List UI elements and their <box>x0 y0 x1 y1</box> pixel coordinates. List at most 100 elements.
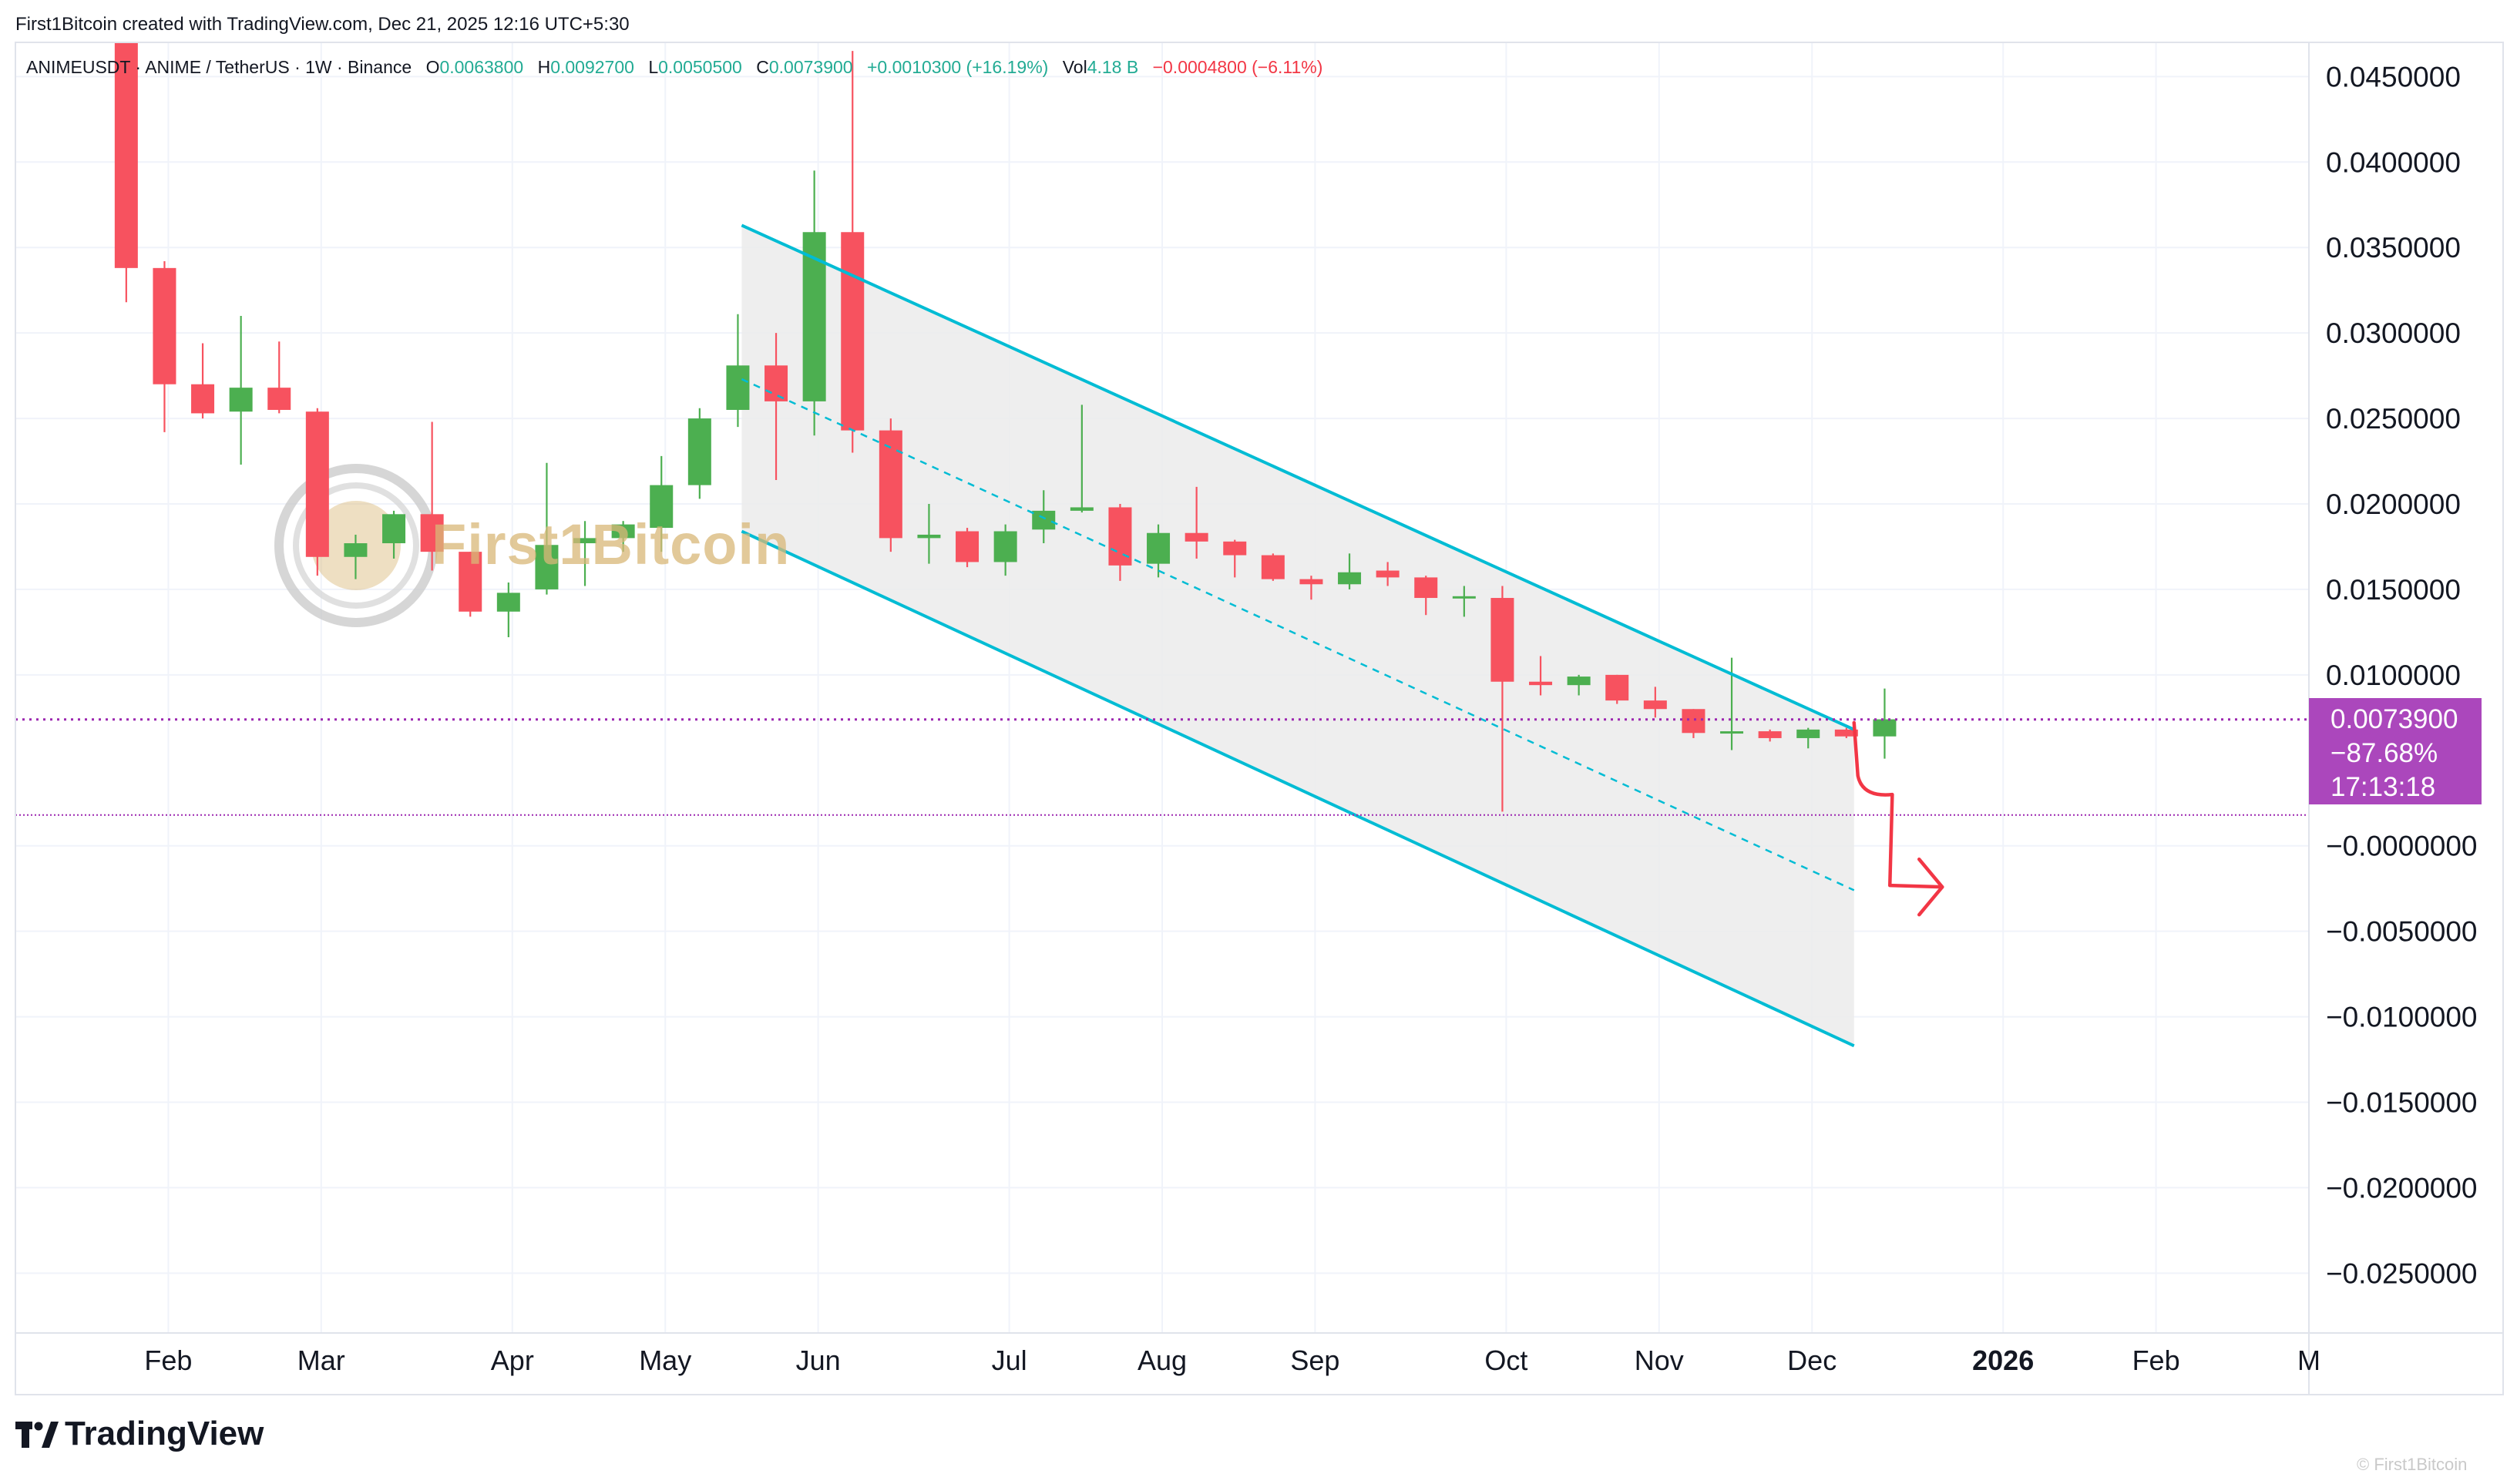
low-label: L <box>648 57 659 77</box>
candle-body <box>229 388 253 412</box>
candle-2 <box>191 343 215 419</box>
candle-body <box>153 267 176 384</box>
candle-16 <box>726 314 750 428</box>
channel-fill <box>741 225 1854 1046</box>
time-tick-label: Jul <box>992 1345 1027 1376</box>
time-tick-label: Apr <box>491 1345 534 1376</box>
chart-credit: First1Bitcoin created with TradingView.c… <box>15 14 630 35</box>
candle-34 <box>1414 576 1438 616</box>
candle-body <box>1643 700 1667 710</box>
candle-43 <box>1758 729 1782 742</box>
candle-28 <box>1185 486 1208 559</box>
volume-change: −0.0004800 (−6.11%) <box>1152 57 1323 77</box>
high-label: H <box>537 57 551 77</box>
candle-33 <box>1376 562 1400 586</box>
candle-20 <box>879 418 902 552</box>
candle-31 <box>1299 576 1323 600</box>
candle-body <box>1682 709 1705 734</box>
candle-1 <box>153 260 176 432</box>
candle-9 <box>459 552 482 617</box>
price-badge-countdown: 17:13:18 <box>2330 772 2436 802</box>
candle-body <box>420 514 444 552</box>
candle-39 <box>1605 674 1629 704</box>
candle-body <box>1032 510 1056 530</box>
candle-30 <box>1261 553 1285 581</box>
candle-body <box>305 411 329 557</box>
time-tick-label: Oct <box>1484 1345 1527 1376</box>
candle-3 <box>229 315 253 465</box>
candle-46 <box>1873 688 1897 759</box>
candle-27 <box>1147 524 1171 578</box>
price-tick-label: 0.0200000 <box>2326 489 2461 520</box>
chart-frame <box>15 42 2504 1395</box>
tradingview-logo[interactable]: TradingView <box>15 1415 264 1456</box>
price-tick-label: 0.0100000 <box>2326 660 2461 691</box>
candle-45 <box>1834 727 1858 738</box>
candle-21 <box>917 504 941 564</box>
channel-upper-line[interactable] <box>741 223 1855 731</box>
candle-body <box>1147 532 1171 564</box>
time-scale[interactable]: Feb Mar Apr May Jun Jul Aug Sep Oct Nov Dec 2026 Feb… <box>144 1345 2320 1376</box>
candle-4 <box>267 341 291 414</box>
projection-arrow[interactable] <box>1852 720 1944 889</box>
candle-body <box>1223 541 1247 556</box>
price-scale[interactable]: 0.0450000 0.0400000 0.0350000 0.0300000 0.02… <box>2326 61 2478 1289</box>
channel-lower-line[interactable] <box>741 529 1855 1048</box>
candle-body <box>382 514 406 544</box>
price-tick-label: 0.0350000 <box>2326 232 2461 264</box>
candle-17 <box>765 333 788 480</box>
candle-29 <box>1223 539 1247 578</box>
candle-32 <box>1338 553 1362 589</box>
candle-body <box>114 42 138 268</box>
price-tick-label: −0.0050000 <box>2326 916 2478 948</box>
candle-body <box>765 365 788 401</box>
candle-body <box>1414 577 1438 599</box>
candle-18 <box>802 170 826 436</box>
footer-credit: © First1Bitcoin <box>2357 1455 2468 1474</box>
open-value: 0.0063800 <box>439 57 524 77</box>
candle-6 <box>344 534 368 579</box>
candle-body <box>1834 729 1858 737</box>
candle-38 <box>1567 674 1591 696</box>
candle-23 <box>993 524 1017 576</box>
candle-body <box>459 552 482 612</box>
time-tick-label: Jun <box>796 1345 841 1376</box>
candle-body <box>917 534 941 539</box>
time-tick-label: Feb <box>144 1345 192 1376</box>
candle-body <box>1490 598 1514 682</box>
close-value: 0.0073900 <box>768 57 853 77</box>
candle-body <box>879 430 902 539</box>
current-price-badge: 0.0073900 −87.68% 17:13:18 <box>2309 698 2482 804</box>
volume-value: 4.18 B <box>1087 57 1139 77</box>
candle-8 <box>420 421 444 571</box>
candle-41 <box>1682 709 1705 738</box>
time-tick-label: Sep <box>1290 1345 1339 1376</box>
candle-40 <box>1643 687 1667 718</box>
price-change: +0.0010300 (+16.19%) <box>867 57 1049 77</box>
price-tick-label: 0.0300000 <box>2326 317 2461 349</box>
candle-body <box>1070 507 1094 511</box>
candle-body <box>650 485 674 529</box>
price-tick-label: 0.0250000 <box>2326 403 2461 435</box>
candle-14 <box>650 455 674 552</box>
candle-body <box>1720 731 1744 734</box>
candle-24 <box>1032 490 1056 544</box>
symbol-legend[interactable]: ANIMEUSDT · ANIME / TetherUS · 1W · Bina… <box>26 57 1322 78</box>
high-value: 0.0092700 <box>550 57 634 77</box>
candle-body <box>191 384 215 414</box>
price-badge-value: 0.0073900 <box>2330 704 2458 734</box>
symbol-name[interactable]: ANIMEUSDT · ANIME / TetherUS · 1W · Bina… <box>26 57 412 77</box>
candle-body <box>535 545 559 589</box>
watermark-text: First1Bitcoin <box>432 512 791 576</box>
price-tick-label: −0.0150000 <box>2326 1086 2478 1118</box>
candle-22 <box>956 528 980 568</box>
candle-body <box>573 538 597 544</box>
candle-body <box>611 524 635 539</box>
candle-body <box>1605 674 1629 701</box>
candle-10 <box>496 583 520 638</box>
candle-body <box>1452 596 1476 599</box>
time-tick-label: Mar <box>297 1345 345 1376</box>
price-tick-label: 0.0400000 <box>2326 146 2461 178</box>
tradingview-logo-icon <box>15 1418 59 1456</box>
